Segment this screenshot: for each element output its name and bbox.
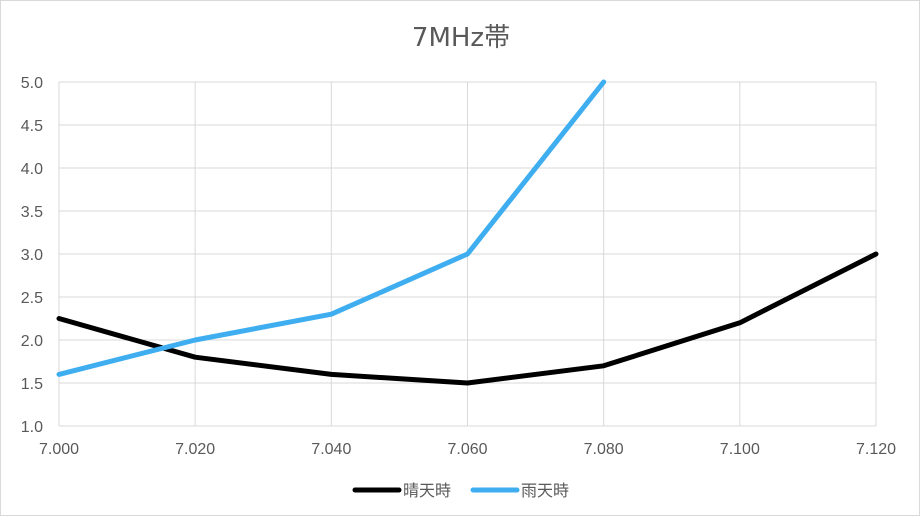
y-axis-ticks: 1.0 1.5 2.0 2.5 3.0 3.5 4.0 4.5 5.0: [21, 75, 43, 436]
x-tick-label: 7.080: [584, 441, 624, 458]
x-tick-label: 7.100: [720, 441, 760, 458]
legend-label-2: 雨天時: [521, 481, 569, 500]
series-line-2: [56, 79, 607, 377]
x-tick-label: 7.120: [856, 441, 896, 458]
x-tick-label: 7.020: [175, 441, 215, 458]
y-tick-label: 3.0: [21, 247, 43, 264]
series-line-1: [56, 251, 879, 386]
x-tick-label: 7.000: [39, 441, 79, 458]
legend-label-1: 晴天時: [403, 481, 451, 500]
y-tick-label: 4.5: [21, 118, 43, 135]
y-tick-label: 4.0: [21, 161, 43, 178]
x-axis-ticks: 7.000 7.020 7.040 7.060 7.080 7.100 7.120: [39, 441, 896, 458]
y-tick-label: 1.0: [21, 419, 43, 436]
chart-title: 7MHz帯: [412, 23, 510, 53]
legend: 晴天時 雨天時: [352, 481, 569, 500]
series-lines: [56, 79, 879, 386]
y-tick-label: 2.0: [21, 333, 43, 350]
y-tick-label: 1.5: [21, 376, 43, 393]
x-tick-label: 7.060: [447, 441, 487, 458]
x-tick-label: 7.040: [311, 441, 351, 458]
y-tick-label: 3.5: [21, 204, 43, 221]
y-tick-label: 2.5: [21, 290, 43, 307]
y-tick-label: 5.0: [21, 75, 43, 92]
